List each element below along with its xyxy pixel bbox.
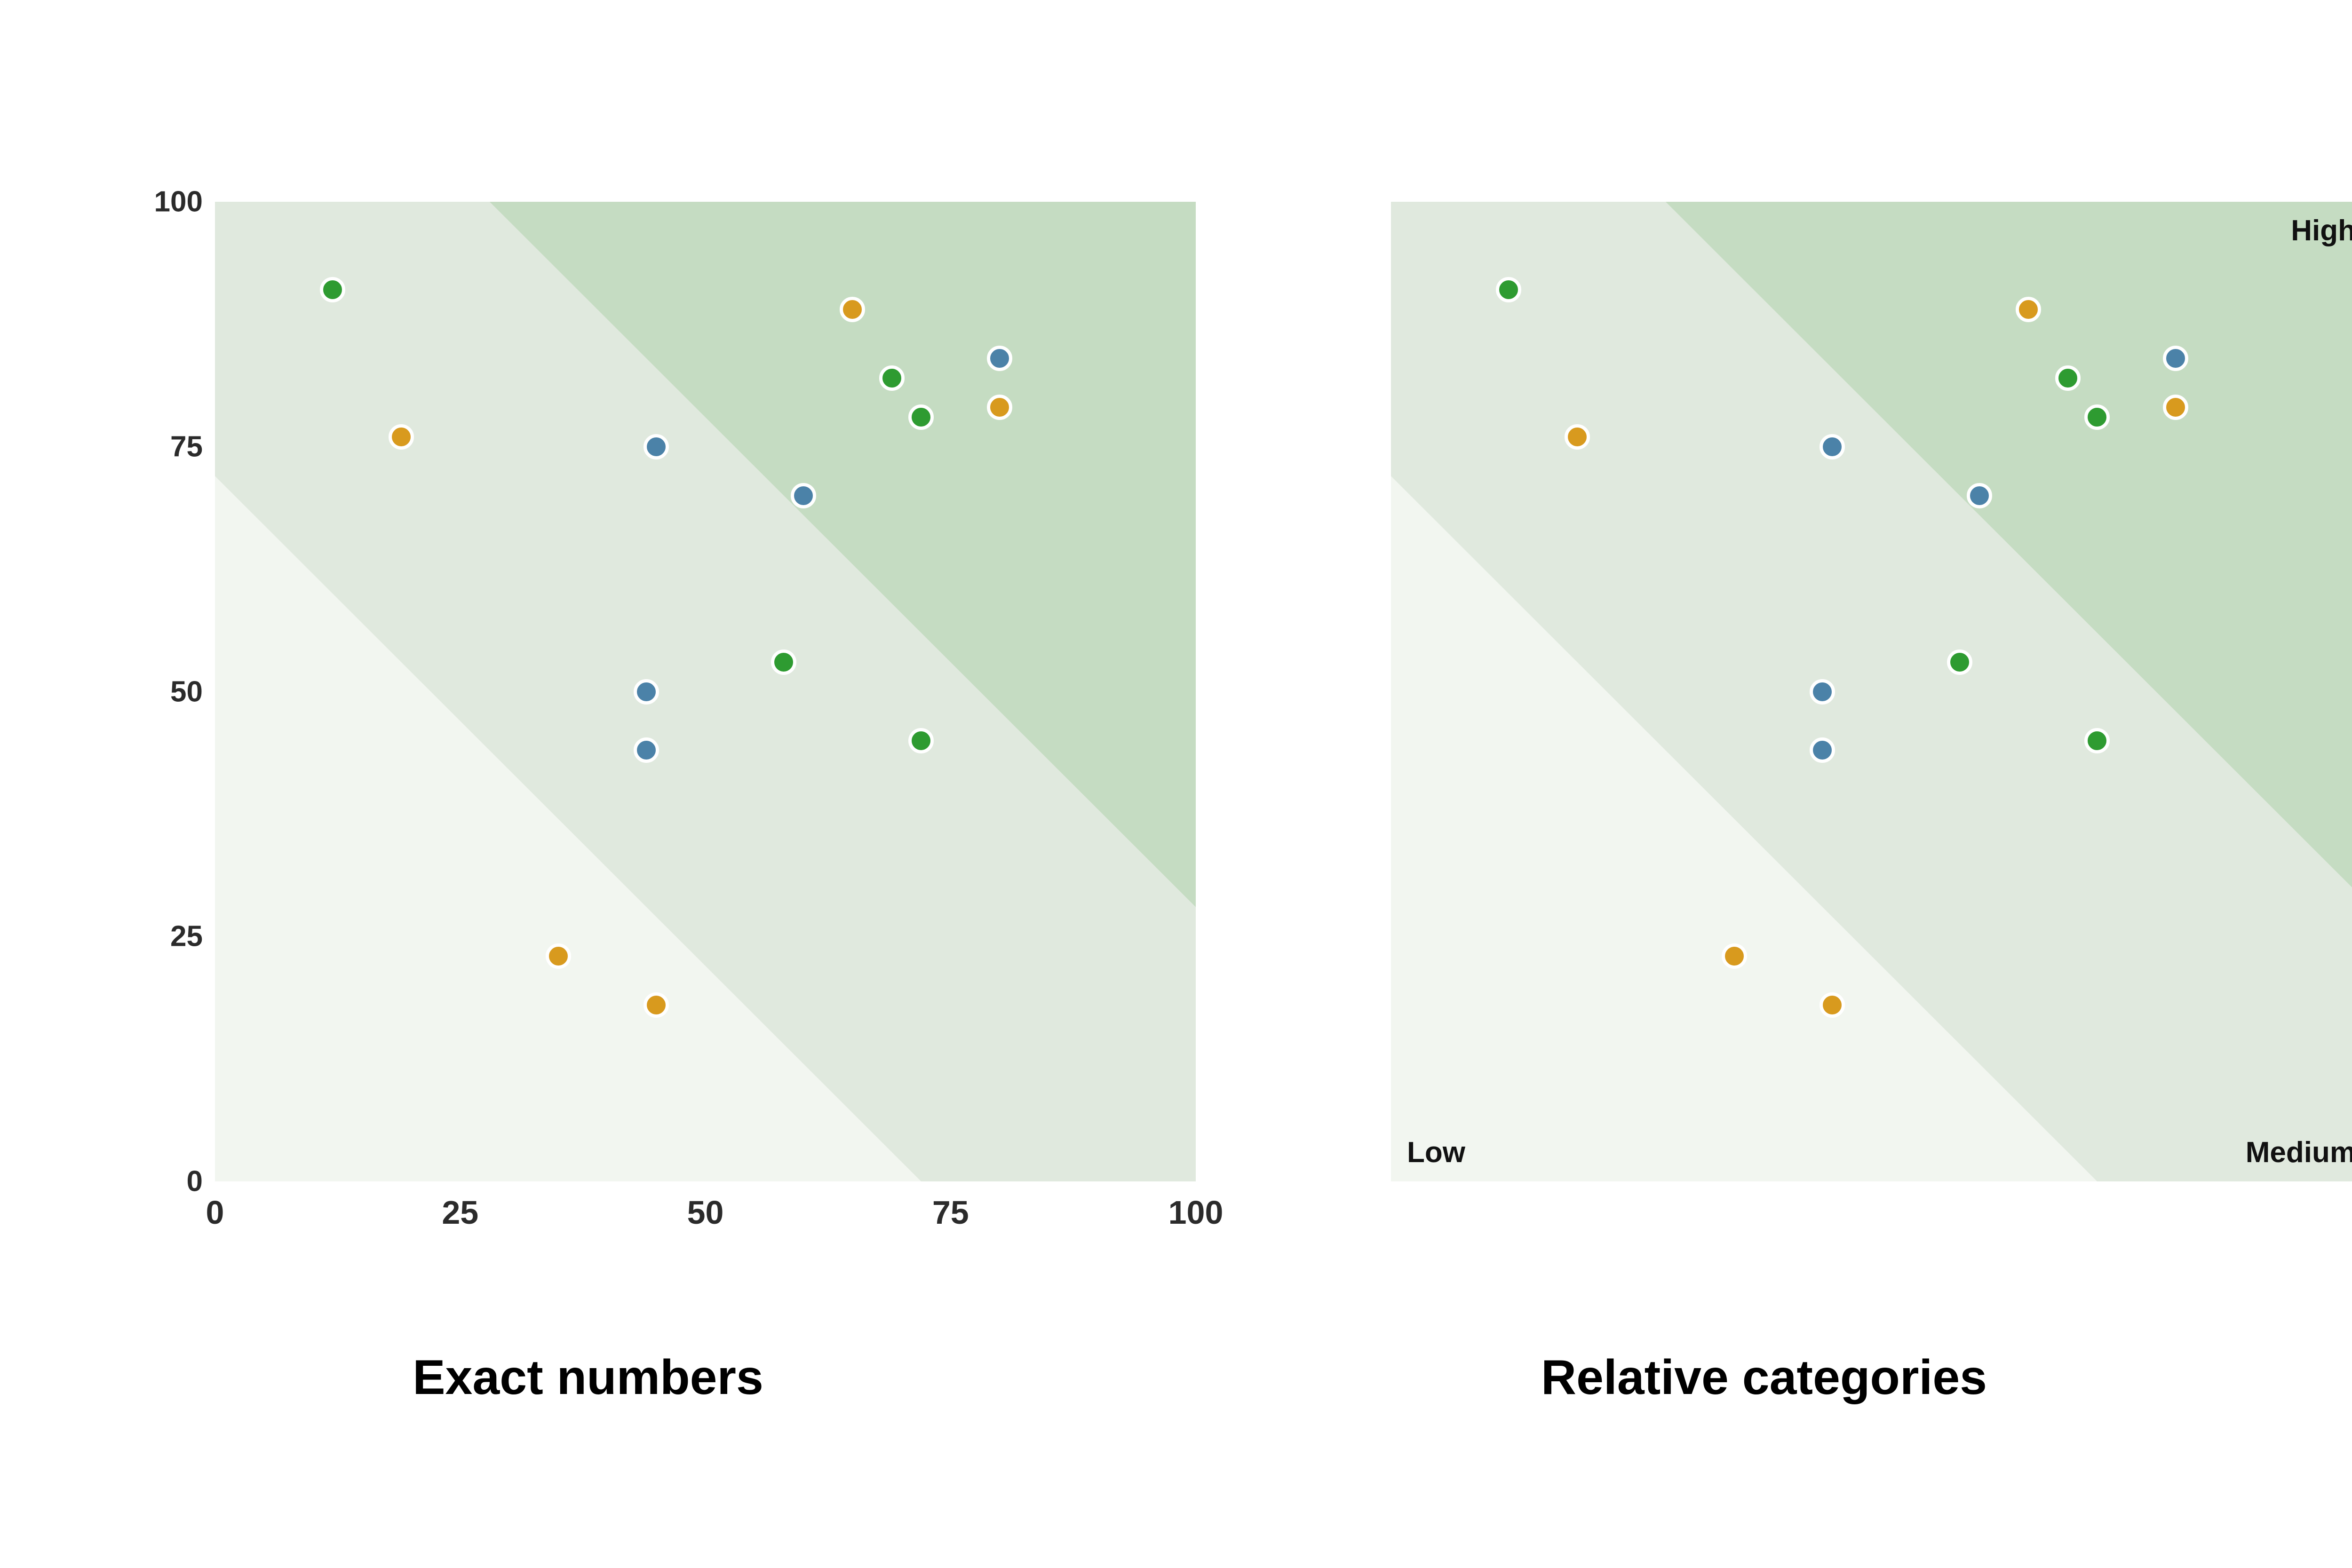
data-point [644, 992, 669, 1018]
data-point [908, 728, 934, 753]
data-point [1496, 277, 1522, 303]
data-point [1967, 483, 1992, 508]
y-tick-label: 50 [170, 675, 203, 708]
data-point [320, 277, 346, 303]
data-point [987, 395, 1012, 420]
data-point [2055, 365, 2081, 391]
x-tick-label: 50 [687, 1194, 724, 1231]
data-point [1721, 943, 1747, 969]
data-point [1820, 434, 1845, 459]
corner-label-medium: Medium [2245, 1136, 2352, 1169]
background-bands [215, 202, 1196, 1181]
plot-area [215, 202, 1196, 1181]
plot-area: High Medium Low [1391, 202, 2352, 1181]
data-point [634, 679, 660, 705]
x-tick-label: 75 [932, 1194, 969, 1231]
x-tick-label: 100 [1168, 1194, 1224, 1231]
data-point [1565, 424, 1590, 450]
data-point [545, 943, 571, 969]
data-point [987, 346, 1012, 372]
data-point [634, 737, 660, 763]
y-tick-label: 25 [170, 920, 203, 953]
data-point [879, 365, 905, 391]
data-point [1810, 737, 1836, 763]
data-point [791, 483, 816, 508]
panel-relative-categories: High Medium Low Relative categories [1176, 0, 2352, 1568]
data-point [908, 404, 934, 430]
data-point [2163, 395, 2188, 420]
x-tick-label: 25 [442, 1194, 479, 1231]
data-point [1947, 649, 1973, 675]
band-medium [1391, 202, 2352, 1181]
y-tick-label: 0 [186, 1165, 203, 1198]
y-tick-label: 100 [154, 185, 203, 218]
corner-label-high: High [2291, 214, 2352, 247]
data-point [2163, 346, 2188, 372]
band-medium [215, 202, 1196, 1181]
panel-exact-numbers: 0 25 50 75 100 0 25 50 75 100 Exact numbers [154, 185, 1224, 1405]
y-tick-label: 75 [170, 430, 203, 463]
panel-title: Relative categories [1541, 1350, 1987, 1405]
x-tick-label: 0 [206, 1194, 224, 1231]
data-point [1810, 679, 1836, 705]
data-point [2084, 728, 2110, 753]
corner-label-low: Low [1407, 1136, 1465, 1169]
data-point [1820, 992, 1845, 1018]
panel-title: Exact numbers [413, 1350, 763, 1405]
data-point [644, 434, 669, 459]
data-point [2084, 404, 2110, 430]
data-point [389, 424, 414, 450]
data-point [771, 649, 797, 675]
data-point [840, 297, 866, 323]
data-point [2016, 297, 2042, 323]
background-bands [1391, 202, 2352, 1181]
